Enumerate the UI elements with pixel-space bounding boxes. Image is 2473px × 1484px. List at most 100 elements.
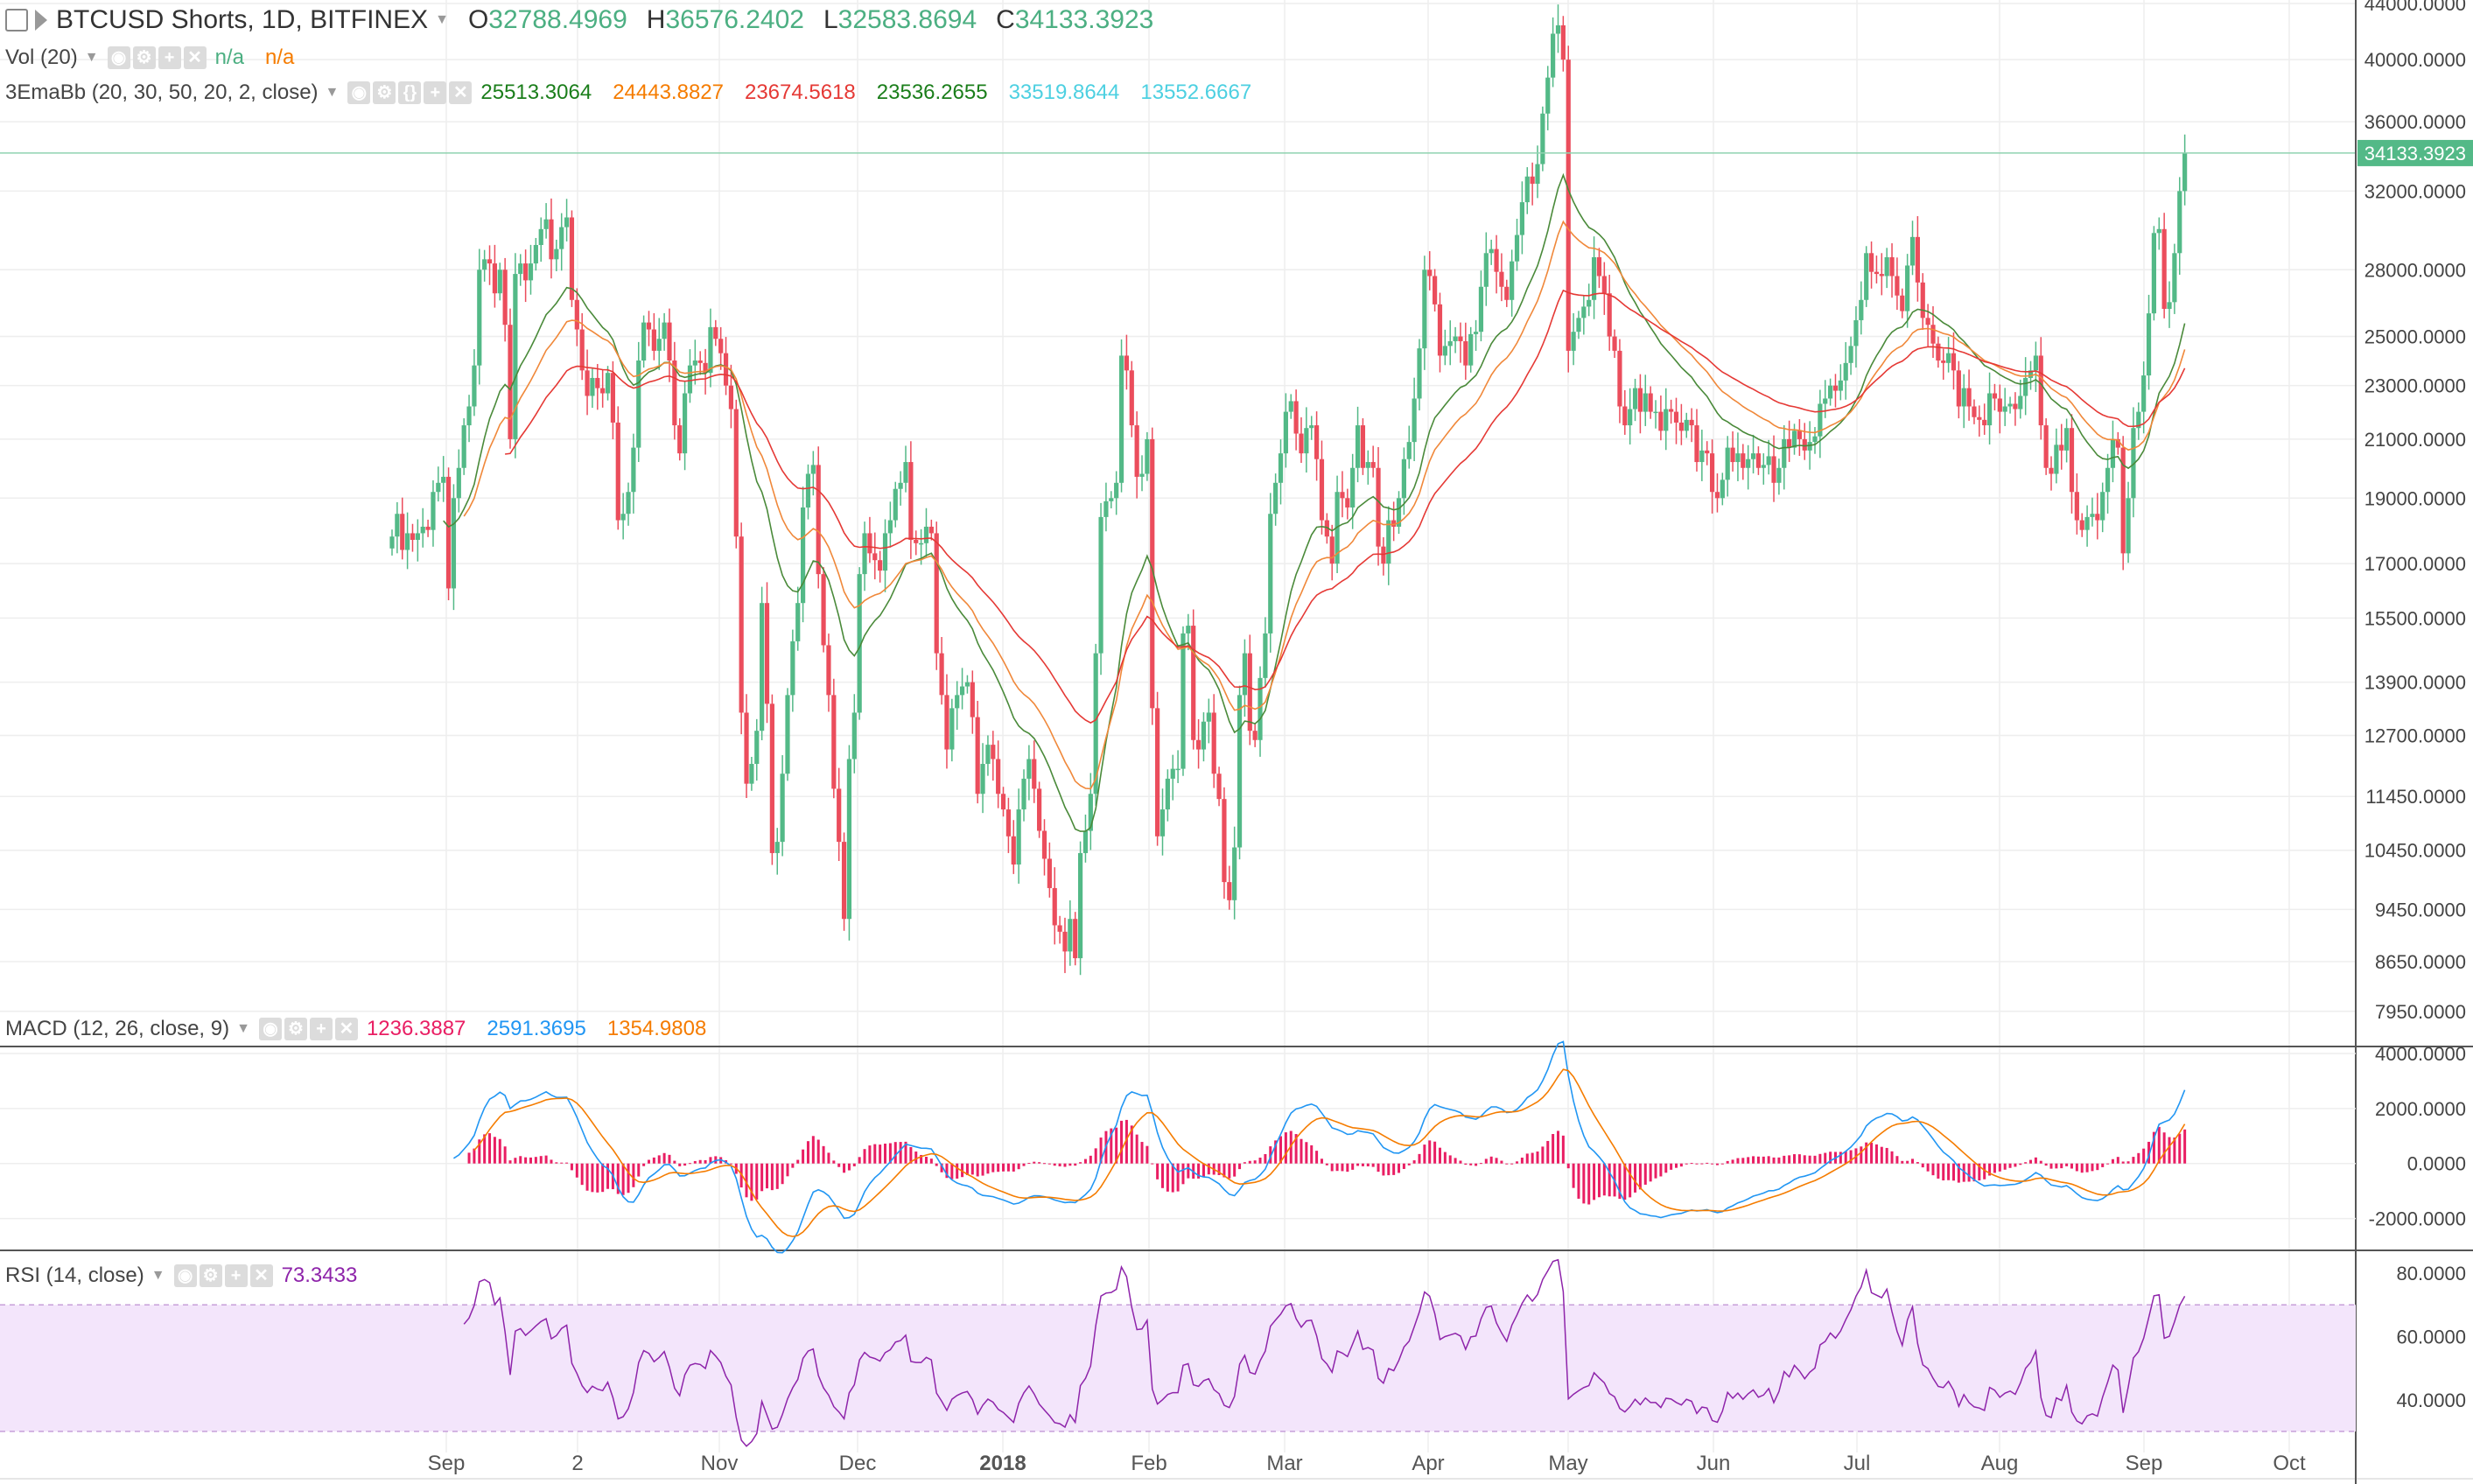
time-axis-label: Nov (701, 1452, 739, 1475)
rsi-axis-label: 40.0000 (2396, 1390, 2466, 1411)
candle-body (2182, 152, 2188, 192)
candle-body (605, 373, 611, 394)
macd-hist-bar (698, 1159, 702, 1164)
add-icon[interactable]: + (224, 1264, 248, 1287)
candle-body (944, 695, 949, 750)
macd-hist-bar (729, 1163, 732, 1165)
macd-hist-bar (2060, 1163, 2063, 1169)
candle-body (1191, 626, 1196, 740)
candle-body (1324, 520, 1329, 537)
vol-label[interactable]: Vol (20) (5, 46, 78, 69)
close-icon[interactable]: ✕ (249, 1264, 273, 1287)
macd-hist-bar (796, 1159, 800, 1164)
price-axis-label: 21000.0000 (2364, 429, 2466, 451)
candle-body (410, 533, 416, 540)
macd-hist-bar (893, 1142, 897, 1164)
macd-hist-bar (1525, 1153, 1529, 1164)
macd-hist-bar (2019, 1163, 2022, 1166)
add-icon[interactable]: + (424, 81, 447, 104)
candle-body (1319, 458, 1325, 521)
candle-body (939, 653, 944, 696)
candle-body (2023, 377, 2028, 396)
candle-body (1956, 370, 1961, 407)
chevron-down-icon[interactable]: ▼ (325, 85, 340, 100)
candle-body (508, 325, 513, 439)
price-axis-label: 15500.0000 (2364, 607, 2466, 629)
chevron-down-icon[interactable]: ▼ (151, 1268, 165, 1283)
candle-body (1103, 500, 1109, 517)
candle-body (533, 245, 538, 264)
macd-hist-bar (775, 1163, 779, 1189)
candle-body (821, 574, 826, 646)
candle-body (395, 514, 400, 537)
candle-body (2172, 253, 2177, 303)
candle-body (1057, 925, 1062, 932)
close-icon[interactable]: ✕ (183, 46, 207, 69)
macd-hist-bar (1895, 1156, 1899, 1164)
settings-icon[interactable]: ⚙ (373, 81, 396, 104)
rsi-label[interactable]: RSI (14, close) (5, 1264, 144, 1287)
price-axis-label: 36000.0000 (2364, 111, 2466, 133)
source-icon[interactable]: {} (398, 81, 422, 104)
candle-body (682, 393, 688, 454)
candle-body (436, 482, 441, 493)
macd-hist-bar (1643, 1163, 1647, 1185)
candle-body (610, 373, 616, 423)
macd-hist-bar (2034, 1157, 2037, 1164)
price-axis-label: 44000.0000 (2364, 0, 2466, 15)
close-icon[interactable]: ✕ (449, 81, 473, 104)
macd-label[interactable]: MACD (12, 26, close, 9) (5, 1017, 230, 1040)
macd-hist-bar (1818, 1153, 1822, 1164)
macd-histogram (467, 1119, 2187, 1205)
candle-body (2059, 444, 2064, 451)
macd-hist-bar (766, 1163, 769, 1189)
visibility-icon[interactable]: ◉ (347, 81, 371, 104)
candle-body (2049, 467, 2054, 474)
macd-hist-bar (1561, 1135, 1565, 1164)
chevron-down-icon[interactable]: ▼ (84, 50, 99, 65)
candle-body (718, 339, 724, 354)
candle-body (1930, 325, 1936, 344)
rsi-axis-label: 60.0000 (2396, 1326, 2466, 1348)
settings-icon[interactable]: ⚙ (132, 46, 156, 69)
candle-body (1684, 419, 1689, 431)
add-icon[interactable]: + (158, 46, 181, 69)
macd-hist-bar (1679, 1163, 1683, 1167)
candle-body (841, 842, 847, 920)
flag-icon[interactable] (35, 10, 47, 31)
chevron-down-icon[interactable]: ▼ (435, 12, 449, 27)
ema-value-6: 13552.6667 (1140, 80, 1252, 104)
candle-body (1005, 809, 1011, 836)
settings-icon[interactable]: ⚙ (199, 1264, 222, 1287)
macd-hist-bar (914, 1152, 918, 1164)
candle-body (1232, 847, 1237, 900)
candle-body (1365, 462, 1370, 468)
candle-body (1273, 482, 1279, 514)
ema-label[interactable]: 3EmaBb (20, 30, 50, 20, 2, close) (5, 80, 319, 104)
visibility-icon[interactable]: ◉ (258, 1018, 282, 1040)
settings-icon[interactable]: ⚙ (284, 1018, 307, 1040)
macd-hist-bar (1844, 1151, 1847, 1164)
window-toggle-icon[interactable] (5, 9, 28, 32)
macd-hist-bar (1911, 1158, 1915, 1164)
ema-50-line (505, 289, 2186, 724)
add-icon[interactable]: + (309, 1018, 333, 1040)
candle-body (472, 365, 477, 407)
visibility-icon[interactable]: ◉ (173, 1264, 197, 1287)
chevron-down-icon[interactable]: ▼ (236, 1021, 250, 1036)
close-icon[interactable]: ✕ (334, 1018, 358, 1040)
visibility-icon[interactable]: ◉ (107, 46, 130, 69)
macd-hist-bar (1145, 1145, 1149, 1164)
candle-body (964, 682, 970, 687)
macd-hist-bar (1398, 1163, 1401, 1173)
candle-body (543, 219, 549, 229)
macd-axis-label: 0.0000 (2407, 1153, 2466, 1175)
rsi-value: 73.3433 (281, 1264, 358, 1287)
symbol-title[interactable]: BTCUSD Shorts, 1D, BITFINEX (56, 5, 429, 34)
candle-body (2054, 444, 2059, 474)
candle-body (1966, 388, 1972, 407)
candle-body (1607, 293, 1612, 337)
macd-hist-bar (873, 1144, 877, 1164)
macd-signal-line (473, 1068, 2186, 1237)
